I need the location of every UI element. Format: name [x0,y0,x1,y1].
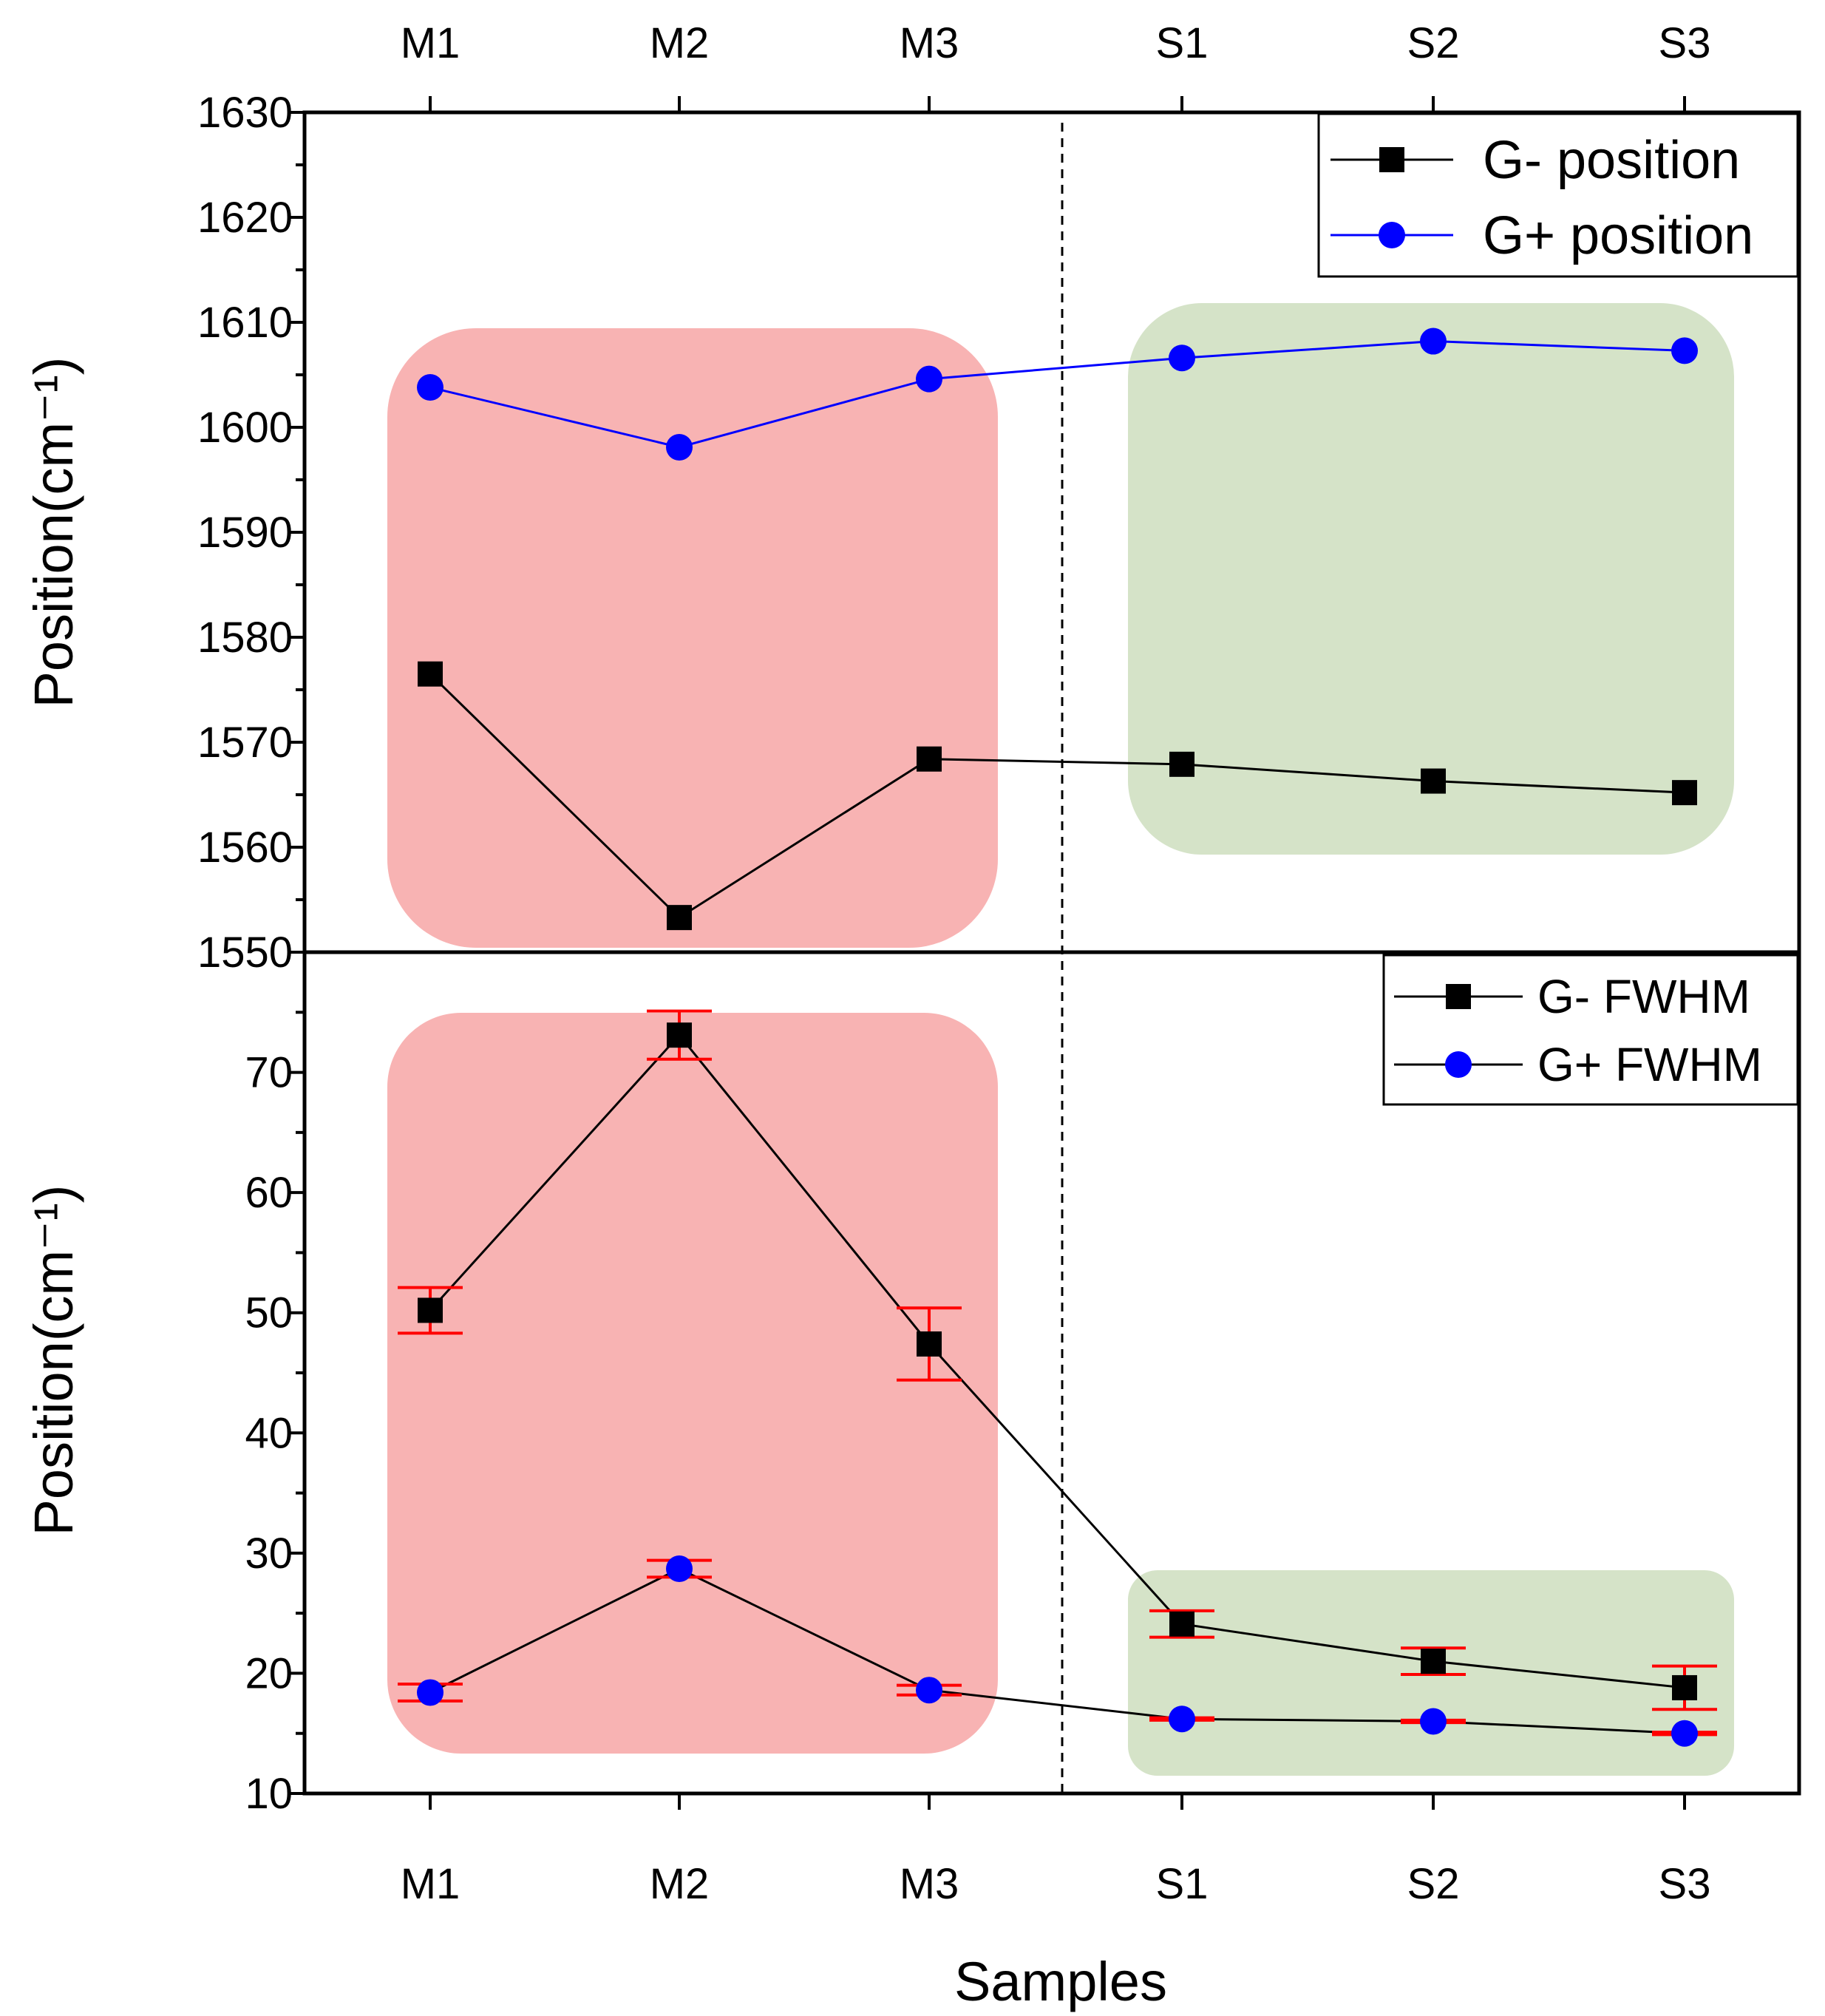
top-x-tick-label: S2 [1407,19,1460,67]
bottom-y-tick-label: 10 [245,1770,293,1818]
bottom-x-tick-label: S1 [1156,1860,1209,1908]
top-x-tick-label: M3 [900,19,959,67]
data-point-g-minus-fwhm [1421,1649,1446,1674]
bottom-x-tick-label: M3 [900,1860,959,1908]
data-point-g-minusplus-position [1420,327,1447,355]
series-line-g-minusplus-fwhm [429,1567,1685,1735]
data-point-g-minusplus-position [1671,337,1698,364]
top-y-tick-label: 1620 [197,194,293,242]
top-x-tick-label: M2 [650,19,710,67]
data-point-g-minusplus-fwhm [1420,1708,1447,1735]
data-point-g-minus-position [1169,751,1194,777]
bottom-y-tick-label: 50 [245,1289,293,1337]
data-point-g-minusplus-fwhm [1169,1706,1195,1733]
bottom-x-tick-label: M2 [650,1860,710,1908]
x-axis-label: Samples [954,1951,1167,2012]
top-legend: G- position G+ position [1317,112,1799,278]
top-x-tick-label: M1 [401,19,461,67]
data-point-g-minusplus-position [1169,345,1195,372]
data-point-g-minusplus-position [666,433,693,461]
top-x-tick-label: S1 [1156,19,1209,67]
series-line-g-minus-fwhm [429,1033,1685,1689]
data-point-g-minusplus-fwhm [916,1677,942,1704]
legend-label-g-minus-position: G- position [1483,131,1740,190]
data-point-g-minusplus-fwhm [417,1679,443,1706]
highlight-top-s-group [1128,303,1734,855]
bottom-legend: G- FWHM G+ FWHM [1382,954,1799,1106]
bottom-y-tick-label: 70 [245,1049,293,1097]
bottom-y-axis-label: Position(cm⁻¹) [23,1185,84,1536]
bottom-y-tick-label: 40 [245,1409,293,1457]
data-point-g-minus-fwhm [917,1331,942,1357]
legend-marker-g-plus-fwhm [1445,1051,1472,1078]
highlight-top-m-group [387,328,998,948]
bottom-y-tick-label: 20 [245,1649,293,1697]
data-point-g-minus-fwhm [1169,1611,1194,1637]
data-point-g-minusplus-fwhm [1671,1720,1698,1747]
bottom-x-tick-label: M1 [401,1860,461,1908]
top-y-tick-label: 1600 [197,404,293,452]
legend-marker-g-plus-position [1379,222,1405,248]
top-y-tick-label: 1570 [197,719,293,767]
legend-label-g-plus-position: G+ position [1483,206,1753,265]
top-y-tick-label: 1590 [197,509,293,557]
bottom-y-tick-label: 60 [245,1169,293,1217]
legend-marker-g-minus-position [1379,147,1404,172]
bottom-x-tick-label: S3 [1659,1860,1711,1908]
top-y-tick-label: 1560 [197,824,293,872]
top-y-tick-label: 1580 [197,614,293,662]
data-point-g-minus-fwhm [1672,1674,1697,1700]
bottom-x-tick-label: S2 [1407,1860,1460,1908]
data-point-g-minusplus-fwhm [666,1555,693,1582]
legend-label-g-minus-fwhm: G- FWHM [1537,970,1750,1023]
data-point-g-minusplus-position [916,365,942,393]
top-legend-box [1317,112,1799,278]
data-point-g-minus-fwhm [418,1297,443,1323]
bottom-legend-box [1382,954,1799,1106]
top-panel-plot [417,327,1698,931]
data-point-g-minus-position [1672,780,1697,806]
top-y-axis-label: Position(cm⁻¹) [23,357,84,708]
top-y-tick-label: 1550 [197,929,293,977]
bottom-panel-axes: 70 60 50 40 30 20 10 M1 M2 M3 S1 S2 S3 [245,951,1711,1908]
legend-marker-g-minus-fwhm [1446,984,1471,1009]
bottom-y-tick-label: 30 [245,1530,293,1578]
top-x-tick-label: S3 [1659,19,1711,67]
top-panel-axes: 1630 1620 1610 1600 1590 1580 1570 1560 1550 M1 M2… [197,19,1711,977]
data-point-g-minus-position [917,746,942,772]
highlight-bottom-m-group [387,1013,998,1754]
data-point-g-minus-position [1421,768,1446,794]
legend-label-g-plus-fwhm: G+ FWHM [1537,1038,1762,1091]
data-point-g-minus-position [418,661,443,687]
series-line-g-minusplus-position [429,340,1685,449]
bottom-panel-plot [398,1009,1717,1747]
data-point-g-minusplus-position [417,374,443,401]
top-y-tick-label: 1610 [197,299,293,347]
data-point-g-minus-position [667,905,692,931]
top-y-tick-label: 1630 [197,89,293,137]
data-point-g-minus-fwhm [667,1022,692,1048]
series-line-g-minus-position [429,673,1685,920]
